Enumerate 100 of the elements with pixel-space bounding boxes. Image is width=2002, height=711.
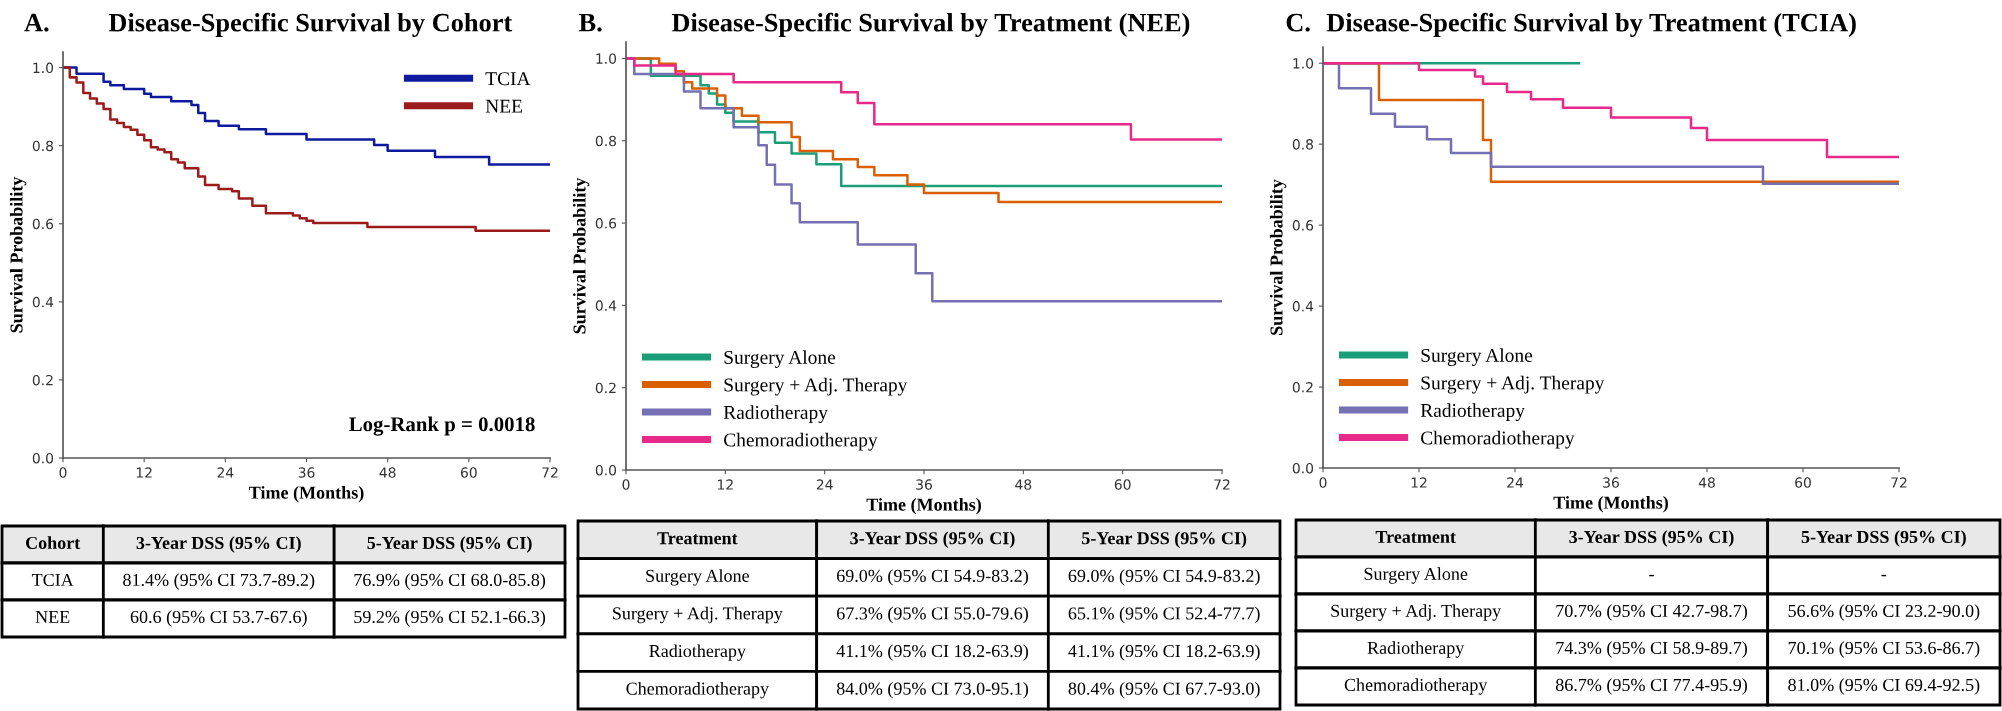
y-tick-label: 0.2 [1292,382,1313,393]
text: 5-Year DSS (95% CI) [1082,531,1247,548]
text: 59.2% (95% CI 52.1-66.3) [354,610,546,627]
text: 67.3% (95% CI 55.0-79.6) [837,606,1028,624]
y-tick-label: 1.0 [596,53,617,64]
text: Treatment [657,532,738,545]
text: NEE [35,611,70,623]
text: 69.0% (95% CI 54.9-83.2) [837,569,1028,586]
y-tick-label: 0.4 [1292,301,1314,312]
x-tick-label: 48 [1698,477,1715,488]
x-axis-title: Time (Months) [1553,496,1668,513]
y-tick-label: 0.8 [595,135,617,147]
y-tick-label: 0.6 [1292,220,1314,231]
y-axis-title: Survival Probability [572,177,590,334]
text: Surgery + Adj. Therapy [1331,604,1502,621]
text: 60.6 (95% CI 53.7-67.6) [130,610,307,627]
text: B. [579,13,602,32]
text: 3-Year DSS (95% CI) [850,531,1015,548]
legend-label: Radiotherapy [1420,403,1525,422]
text: 80.4% (95% CI 67.7-93.0) [1068,682,1260,699]
text: Treatment [1375,531,1456,544]
chart-title: Disease-Specific Survival by Treatment (TCIA) [1326,12,1856,38]
text: 74.3% (95% CI 58.9-89.7) [1556,641,1748,658]
x-tick-label: 72 [542,467,558,478]
text: 81.4% (95% CI 73.7-89.2) [123,573,315,590]
text: Surgery Alone [646,569,749,586]
text: 70.7% (95% CI 42.7-98.7) [1556,604,1748,621]
x-tick-label: 12 [718,479,733,490]
legend-label: NEE [485,99,523,113]
legend-label: Surgery Alone [1421,348,1533,366]
annotation: Log-Rank p = 0.0018 [349,416,535,436]
x-tick-label: 48 [379,467,396,478]
x-tick-label: 36 [916,479,932,490]
x-tick-label: 48 [1015,479,1032,490]
y-tick-label: 0.0 [595,464,617,476]
x-tick-label: 24 [1507,477,1524,488]
y-axis-title: Survival Probability [1269,179,1287,335]
text: 76.9% (95% CI 68.0-85.8) [354,573,546,590]
text: 70.1% (95% CI 53.6-86.7) [1788,641,1980,658]
text: TCIA [31,573,74,587]
text: - [1649,574,1654,577]
y-tick-label: 0.8 [1292,139,1314,150]
y-tick-label: 0.6 [595,218,617,229]
text: 86.7% (95% CI 77.4-95.9) [1555,678,1748,695]
x-tick-label: 0 [622,479,630,490]
y-tick-label: 0.8 [32,140,54,152]
y-tick-label: 0.2 [595,382,616,394]
y-tick-label: 0.4 [32,296,54,308]
x-tick-label: 60 [1795,477,1811,488]
x-tick-label: 72 [1214,479,1230,490]
x-tick-label: 24 [816,479,833,490]
chart-title: Disease-Specific Survival by Cohort [108,12,513,38]
text: 84.0% (95% CI 73.0-95.1) [836,682,1028,699]
text: C. [1286,13,1310,32]
x-tick-label: 0 [59,467,67,478]
x-tick-label: 36 [1603,477,1619,488]
text: - [1881,574,1887,577]
chart-title: Disease-Specific Survival by Treatment (NEE) [671,12,1190,38]
text: 56.6% (95% CI 23.2-90.0) [1788,604,1980,621]
legend-label: Surgery Alone [724,350,836,368]
x-tick-label: 60 [1114,479,1131,490]
legend-label: TCIA [485,72,531,86]
x-tick-label: 0 [1319,477,1327,488]
text: 5-Year DSS (95% CI) [1801,530,1966,547]
text: 5-Year DSS (95% CI) [367,536,532,553]
y-tick-label: 0.0 [1292,462,1314,474]
text: 81.0% (95% CI 69.4-92.5) [1788,678,1980,695]
y-tick-label: 1.0 [1293,58,1314,69]
text: Surgery Alone [1364,567,1468,584]
text: 3-Year DSS (95% CI) [1569,530,1734,547]
legend-label: Radiotherapy [723,405,828,424]
text: Radiotherapy [649,644,746,661]
x-tick-label: 24 [217,467,234,478]
x-axis-title: Time (Months) [866,498,981,515]
text: 69.0% (95% CI 54.9-83.2) [1068,569,1260,586]
legend-label: Surgery + Adj. Therapy [1421,375,1605,394]
y-tick-label: 0.0 [32,452,54,464]
text: Chemoradiotherapy [626,681,769,699]
x-tick-label: 60 [460,467,477,478]
legend-label: Surgery + Adj. Therapy [724,377,908,396]
x-tick-label: 36 [298,467,315,478]
text: A. [24,13,49,32]
x-tick-label: 72 [1891,477,1907,488]
text: Radiotherapy [1367,641,1465,658]
legend-label: Chemoradiotherapy [1421,430,1575,449]
y-tick-label: 0.4 [595,300,617,311]
y-tick-label: 0.6 [32,218,54,230]
text: Surgery + Adj. Therapy [613,606,783,624]
text: 3-Year DSS (95% CI) [136,536,301,553]
text: Cohort [25,536,81,550]
text: 41.1% (95% CI 18.2-63.9) [1068,644,1260,661]
text: 41.1% (95% CI 18.2-63.9) [836,644,1028,661]
y-tick-label: 1.0 [33,62,54,74]
legend-label: Chemoradiotherapy [724,432,878,451]
text: 65.1% (95% CI 52.4-77.7) [1068,606,1260,624]
x-tick-label: 12 [136,467,152,478]
y-tick-label: 0.2 [32,374,53,386]
y-axis-title: Survival Probability [9,176,27,333]
text: Chemoradiotherapy [1344,678,1488,695]
x-tick-label: 12 [1411,477,1427,488]
